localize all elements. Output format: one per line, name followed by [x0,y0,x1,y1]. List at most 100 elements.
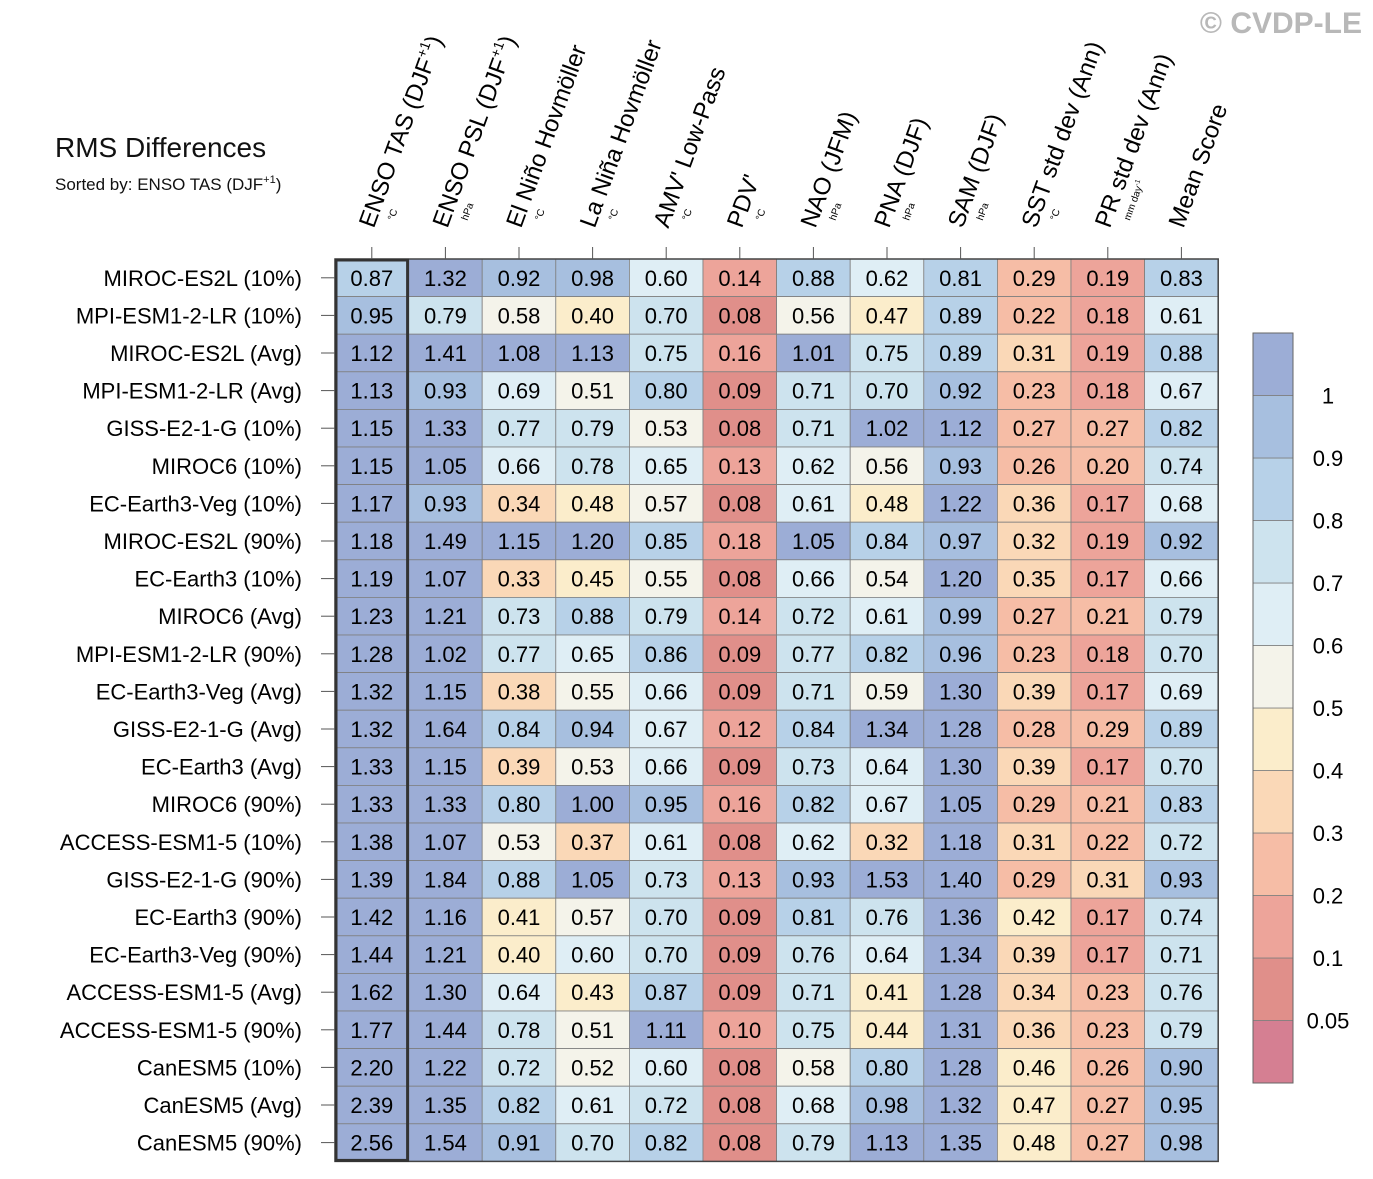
cell-value: 0.72 [1160,830,1203,855]
cell-value: 0.80 [866,1055,909,1080]
cell-value: 1.08 [498,341,541,366]
cell-value: 0.66 [792,567,835,592]
cell-value: 0.80 [645,379,688,404]
row-label: GISS-E2-1-G (10%) [106,416,302,441]
heatmap-cell [481,822,557,861]
heatmap-cell [629,408,704,448]
cell-value: 1.62 [350,980,393,1005]
cell-value: 0.08 [718,303,761,328]
heatmap-cell [702,408,777,448]
cell-value: 1.34 [866,717,909,742]
colorbar-label: 0.4 [1313,759,1344,784]
cell-value: 0.96 [939,642,982,667]
cell-value: 0.67 [866,792,909,817]
heatmap-cell [849,785,925,824]
cell-value: 1.44 [350,943,393,968]
cell-value: 0.56 [792,303,835,328]
cell-value: 0.37 [571,830,614,855]
cell-value: 1.30 [424,980,467,1005]
cell-value: 0.19 [1086,341,1129,366]
cell-value: 0.55 [645,567,688,592]
cell-value: 0.91 [498,1131,541,1156]
heatmap-cell [776,634,851,673]
cell-value: 1.01 [792,341,835,366]
colorbar-segment [1252,520,1294,584]
heatmap-cell [555,446,630,485]
heatmap-cell [1070,785,1145,824]
cell-value: 0.18 [1086,303,1129,328]
heatmap-cell [776,822,851,861]
row-label: EC-Earth3 (Avg) [141,755,302,780]
cell-value: 0.79 [1160,1018,1203,1043]
heatmap-cell [1070,634,1145,673]
cell-value: 0.60 [645,266,688,291]
heatmap-cell [1070,521,1145,561]
cell-value: 0.95 [645,792,688,817]
cell-value: 0.98 [866,1093,909,1118]
cell-value: 0.47 [1013,1093,1056,1118]
row-label: EC-Earth3-Veg (10%) [89,491,302,516]
row-label: EC-Earth3-Veg (Avg) [96,679,302,704]
heatmap-cell [776,446,851,485]
heatmap-cell [555,559,630,598]
heatmap-cell [849,897,925,937]
cell-value: 0.93 [792,867,835,892]
heatmap-cell [923,634,998,673]
cell-value: 0.70 [571,1131,614,1156]
cell-value: 0.68 [1160,491,1203,516]
heatmap-cell [629,1123,704,1162]
colorbar-segment [1252,457,1294,521]
cell-value: 0.27 [1013,416,1056,441]
cell-value: 0.16 [718,792,761,817]
heatmap-cell [555,258,630,297]
cell-value: 0.61 [866,604,909,629]
cell-value: 1.02 [866,416,909,441]
heatmap-cell [629,597,704,636]
cell-value: 0.23 [1013,642,1056,667]
heatmap-cell [776,484,851,523]
cell-value: 0.81 [939,266,982,291]
cell-value: 0.39 [498,755,541,780]
heatmap-cell [997,258,1072,297]
heatmap-cell [849,446,925,485]
heatmap-cell [702,709,777,749]
cell-value: 0.48 [571,491,614,516]
cell-value: 0.17 [1086,679,1129,704]
cell-value: 0.80 [498,792,541,817]
heatmap-cell [776,935,851,974]
colorbar-segment [1252,957,1294,1021]
cell-value: 1.11 [646,1018,687,1043]
watermark: © CVDP-LE [1200,7,1362,40]
heatmap-cell [555,1123,630,1162]
cell-value: 0.92 [498,266,541,291]
heatmap-cell [1144,709,1219,749]
cell-value: 0.97 [939,529,982,554]
cell-value: 0.09 [718,755,761,780]
cell-value: 0.09 [718,379,761,404]
cell-value: 1.00 [571,792,614,817]
cell-value: 0.14 [718,604,761,629]
cell-value: 0.67 [1160,379,1203,404]
cell-value: 0.22 [1013,303,1056,328]
row-label: ACCESS-ESM1-5 (10%) [60,830,302,855]
cell-value: 0.77 [792,642,835,667]
cell-value: 0.44 [866,1018,909,1043]
cell-value: 0.46 [1013,1055,1056,1080]
heatmap-cell [849,634,925,673]
column-header: Mean Score [1164,100,1234,231]
cell-value: 0.09 [718,679,761,704]
cell-value: 0.41 [498,905,541,930]
cell-value: 0.08 [718,830,761,855]
colorbar-label: 0.9 [1313,446,1344,471]
cell-value: 0.87 [350,266,393,291]
cell-value: 0.72 [792,604,835,629]
heatmap-cell [1070,1048,1145,1087]
cell-value: 1.53 [866,867,909,892]
heatmap-cell [849,296,925,335]
cell-value: 0.74 [1160,454,1203,479]
cell-value: 0.55 [571,679,614,704]
heatmap-cell [1070,559,1145,598]
subtitle-text: Sorted by: ENSO TAS (DJF [55,175,263,194]
cell-value: 0.16 [718,341,761,366]
heatmap-cell [1070,672,1145,711]
